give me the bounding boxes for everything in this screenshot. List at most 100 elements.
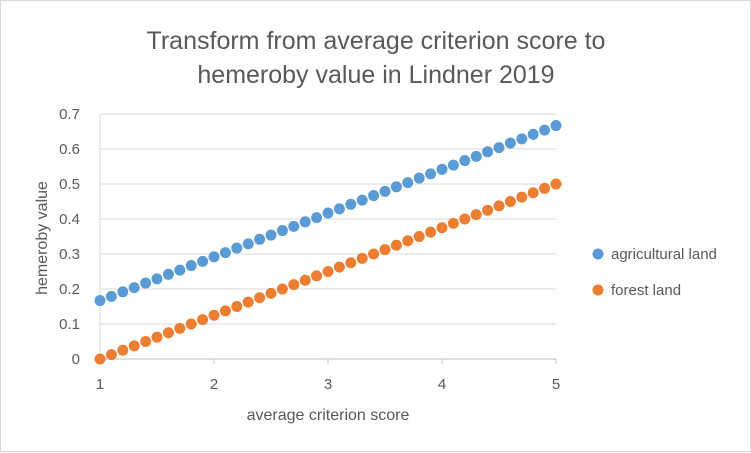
y-tick-label: 0	[72, 351, 80, 368]
data-point-series-2	[299, 274, 311, 286]
data-point-series-2	[504, 196, 516, 207]
data-point-series-1	[447, 159, 459, 171]
data-point-series-1	[322, 207, 334, 219]
data-point-series-2	[345, 257, 357, 269]
data-point-series-2	[413, 231, 425, 242]
y-tick-label: 0.5	[59, 176, 80, 193]
data-point-series-2	[459, 213, 471, 225]
data-point-series-2	[128, 340, 140, 352]
x-axis-title: average criterion score	[247, 407, 410, 424]
data-points	[94, 120, 562, 365]
data-point-series-1	[345, 198, 357, 210]
data-point-series-1	[128, 282, 140, 294]
data-point-series-1	[276, 225, 288, 237]
y-tick-label: 0.3	[59, 246, 80, 263]
data-point-series-1	[185, 260, 197, 272]
data-point-series-1	[174, 264, 186, 276]
data-point-series-2	[242, 296, 254, 308]
chart-title-line-2: hemeroby value in Lindner 2019	[197, 61, 554, 89]
data-point-series-2	[231, 301, 243, 312]
data-point-series-1	[197, 255, 209, 267]
data-point-series-2	[197, 314, 209, 326]
data-point-series-2	[470, 209, 482, 221]
data-point-series-1	[151, 273, 163, 285]
data-point-series-1	[425, 168, 437, 180]
data-point-series-2	[356, 252, 368, 264]
y-axis-title: hemeroby value	[34, 181, 51, 295]
data-point-series-1	[493, 142, 505, 154]
legend: agricultural land forest land	[592, 246, 717, 299]
data-point-series-2	[117, 344, 129, 356]
data-point-series-2	[174, 322, 186, 334]
data-point-series-2	[185, 318, 197, 330]
data-point-series-1	[527, 128, 539, 140]
data-point-series-2	[265, 287, 277, 299]
y-tick-label: 0.1	[59, 316, 80, 333]
legend-marker-series-1	[592, 248, 604, 260]
legend-label-series-1: agricultural land	[611, 246, 717, 263]
data-point-series-1	[550, 120, 562, 132]
data-point-series-1	[311, 212, 323, 224]
x-tick-label: 1	[96, 376, 104, 393]
data-point-series-1	[162, 268, 174, 280]
data-point-series-2	[368, 248, 380, 260]
data-point-series-1	[516, 133, 528, 145]
data-point-series-1	[231, 242, 243, 254]
data-point-series-1	[105, 290, 117, 302]
data-point-series-2	[402, 235, 414, 247]
data-point-series-1	[402, 177, 414, 189]
data-point-series-1	[208, 251, 220, 263]
y-tick-label: 0.6	[59, 141, 80, 158]
data-point-series-2	[254, 292, 266, 304]
data-point-series-1	[299, 216, 311, 228]
data-point-series-2	[516, 191, 528, 203]
x-tick-labels: 1 2 3 4 5	[96, 376, 560, 393]
y-tick-labels: 0 0.1 0.2 0.3 0.4 0.5 0.6 0.7	[59, 106, 80, 368]
data-point-series-2	[493, 200, 505, 212]
y-tick-label: 0.2	[59, 281, 80, 298]
data-point-series-2	[447, 217, 459, 229]
data-point-series-2	[550, 178, 562, 190]
data-point-series-1	[390, 181, 402, 193]
data-point-series-2	[105, 349, 117, 361]
data-point-series-2	[288, 279, 300, 291]
x-tick-label: 2	[210, 376, 218, 393]
data-point-series-1	[470, 150, 482, 162]
data-point-series-2	[162, 327, 174, 339]
data-point-series-1	[219, 247, 231, 259]
data-point-series-1	[94, 295, 106, 307]
data-point-series-2	[436, 222, 448, 234]
data-point-series-2	[390, 239, 402, 251]
x-tick-label: 3	[324, 376, 332, 393]
data-point-series-2	[276, 283, 288, 295]
legend-label-series-2: forest land	[611, 282, 681, 299]
x-tick-label: 4	[438, 376, 446, 393]
data-point-series-1	[368, 190, 380, 202]
data-point-series-2	[311, 270, 323, 282]
data-point-series-2	[322, 266, 334, 277]
data-point-series-2	[94, 353, 106, 365]
data-point-series-1	[504, 137, 516, 149]
data-point-series-1	[539, 124, 551, 136]
data-point-series-1	[288, 220, 300, 232]
data-point-series-1	[379, 185, 391, 197]
data-point-series-2	[482, 204, 494, 216]
data-point-series-2	[151, 331, 163, 343]
data-point-series-1	[254, 233, 266, 245]
data-point-series-2	[140, 336, 152, 347]
legend-marker-series-2	[592, 284, 604, 296]
x-tick-label: 5	[552, 376, 560, 393]
gridlines	[100, 113, 556, 325]
data-point-series-1	[333, 203, 345, 215]
y-tick-label: 0.4	[59, 211, 80, 228]
data-point-series-2	[219, 305, 231, 317]
data-point-series-2	[379, 244, 391, 256]
data-point-series-1	[356, 194, 368, 206]
data-point-series-2	[208, 309, 220, 321]
data-point-series-2	[527, 187, 539, 199]
data-point-series-2	[539, 182, 551, 194]
data-point-series-1	[117, 286, 129, 298]
data-point-series-1	[242, 238, 254, 250]
